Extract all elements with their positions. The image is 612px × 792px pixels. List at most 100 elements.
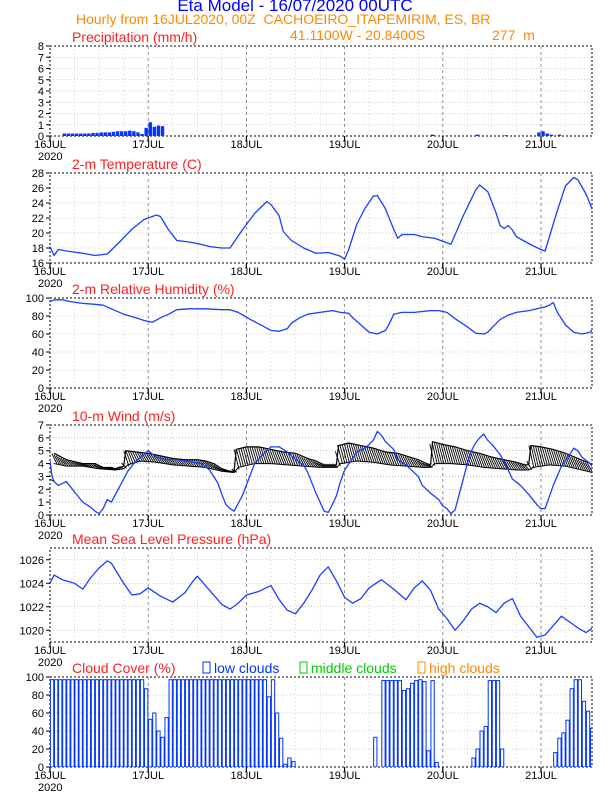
wind-barb — [163, 456, 170, 465]
wind-barb — [546, 448, 553, 466]
wind-barb — [409, 457, 416, 467]
wind-barb — [564, 453, 571, 467]
cloud-bar — [287, 757, 292, 767]
wind-barb — [339, 444, 346, 464]
precip-bar — [87, 133, 91, 136]
precip-ytick-label: 2 — [38, 109, 44, 121]
rh-ytick-label: 20 — [32, 365, 44, 377]
wind-barb — [145, 453, 152, 462]
cloud-marks — [50, 679, 592, 767]
wind-xtick-label: 20JUL — [427, 518, 459, 530]
wind-barb — [481, 454, 488, 468]
rh-xtick-label: 19JUL — [329, 391, 361, 403]
cloud-bar — [62, 679, 67, 767]
rh-ytick-label: 80 — [32, 311, 44, 323]
wind-barb — [515, 462, 521, 471]
precip-bar — [545, 133, 549, 136]
wind-barb — [51, 453, 58, 464]
cloud-bar — [483, 726, 488, 767]
wind-barb — [519, 463, 526, 471]
wind-ytick-label: 5 — [38, 446, 44, 458]
cloud-bar — [422, 681, 427, 767]
wind-barb — [188, 459, 195, 467]
cloud-bar — [144, 688, 149, 767]
wind-barb — [74, 461, 80, 467]
cloud-bar — [90, 679, 96, 767]
wind-barb — [474, 452, 481, 467]
cloud-bar — [426, 750, 431, 767]
wind-barb — [478, 453, 485, 468]
wind-xtick-label: 21JUL — [525, 518, 557, 530]
mslp-xtick-label: 17JUL — [132, 645, 164, 657]
wind-barb — [422, 462, 429, 468]
cloud-xtick-label: 21JUL — [525, 770, 557, 782]
rh-xtick-label: 17JUL — [132, 391, 164, 403]
cloud-bar — [242, 679, 247, 767]
wind-barb — [136, 452, 143, 462]
wind-barb — [89, 463, 96, 469]
precip-ytick-label: 5 — [38, 75, 44, 87]
temp-marks — [50, 176, 592, 260]
precip-bar — [111, 131, 116, 136]
precip-ytick-label: 8 — [38, 41, 44, 53]
temp-ytick-label: 26 — [32, 183, 44, 195]
wind-barb — [442, 444, 449, 464]
cloud-bar — [135, 679, 141, 767]
cloud-bar — [409, 682, 415, 767]
wind-barb — [460, 449, 467, 465]
precip-bar — [99, 132, 103, 136]
wind-barb — [415, 459, 422, 468]
wind-barb — [355, 444, 362, 462]
cloud-bar — [94, 679, 100, 767]
cloud-bar — [430, 680, 435, 767]
wind-barb — [249, 446, 256, 465]
precip-xtick-label: 20JUL — [427, 139, 459, 151]
cloud-bar — [274, 712, 280, 767]
rh-xtick-label: 21JUL — [525, 391, 557, 403]
wind-barb — [429, 443, 436, 466]
cloud-bar — [565, 719, 570, 767]
cloud-bar — [557, 737, 562, 767]
wind-barb — [384, 452, 391, 465]
precip-bar — [549, 134, 553, 136]
wind-barb — [557, 451, 564, 466]
wind-barb — [391, 452, 398, 466]
wind-barb — [521, 464, 528, 471]
precip-bar — [156, 125, 161, 136]
cloud-bar — [86, 679, 92, 767]
wind-barb — [537, 446, 544, 467]
cloud-bar — [254, 679, 259, 767]
cloud-xtick-label: 18JUL — [231, 770, 263, 782]
cloud-xtick-label: 19JUL — [329, 770, 361, 782]
wind-barb — [485, 455, 492, 468]
mslp-marks — [50, 560, 592, 638]
precip-bar — [148, 122, 152, 136]
precip-ytick-label: 1 — [38, 120, 44, 132]
rh-frame — [49, 297, 593, 389]
wind-barb — [535, 446, 542, 467]
legend-high-icon — [417, 661, 426, 674]
wind-barb — [159, 455, 166, 464]
wind-barb — [130, 451, 136, 464]
wind-barb — [490, 457, 497, 469]
wind-barb — [528, 445, 535, 469]
wind-barb — [544, 448, 551, 466]
legend-middle-icon — [299, 661, 308, 674]
cloud-ytick-label: 20 — [32, 744, 44, 756]
cloud-bar — [70, 679, 75, 767]
wind-barb — [127, 451, 134, 465]
precip-bar — [557, 134, 562, 136]
wind-barb — [427, 464, 433, 468]
wind-barb — [148, 453, 154, 463]
mslp-panel — [46, 547, 593, 647]
mslp-xtick-label: 19JUL — [329, 645, 361, 657]
wind-barb — [312, 460, 319, 468]
wind-barb — [577, 459, 584, 470]
rh-series-line — [50, 299, 592, 335]
wind-barb — [575, 458, 582, 470]
wind-barb — [235, 448, 242, 468]
cloud-bar — [180, 679, 186, 767]
mslp-ytick-label: 1022 — [20, 602, 44, 614]
mslp-series-line — [50, 560, 592, 638]
wind-barb — [382, 451, 389, 465]
